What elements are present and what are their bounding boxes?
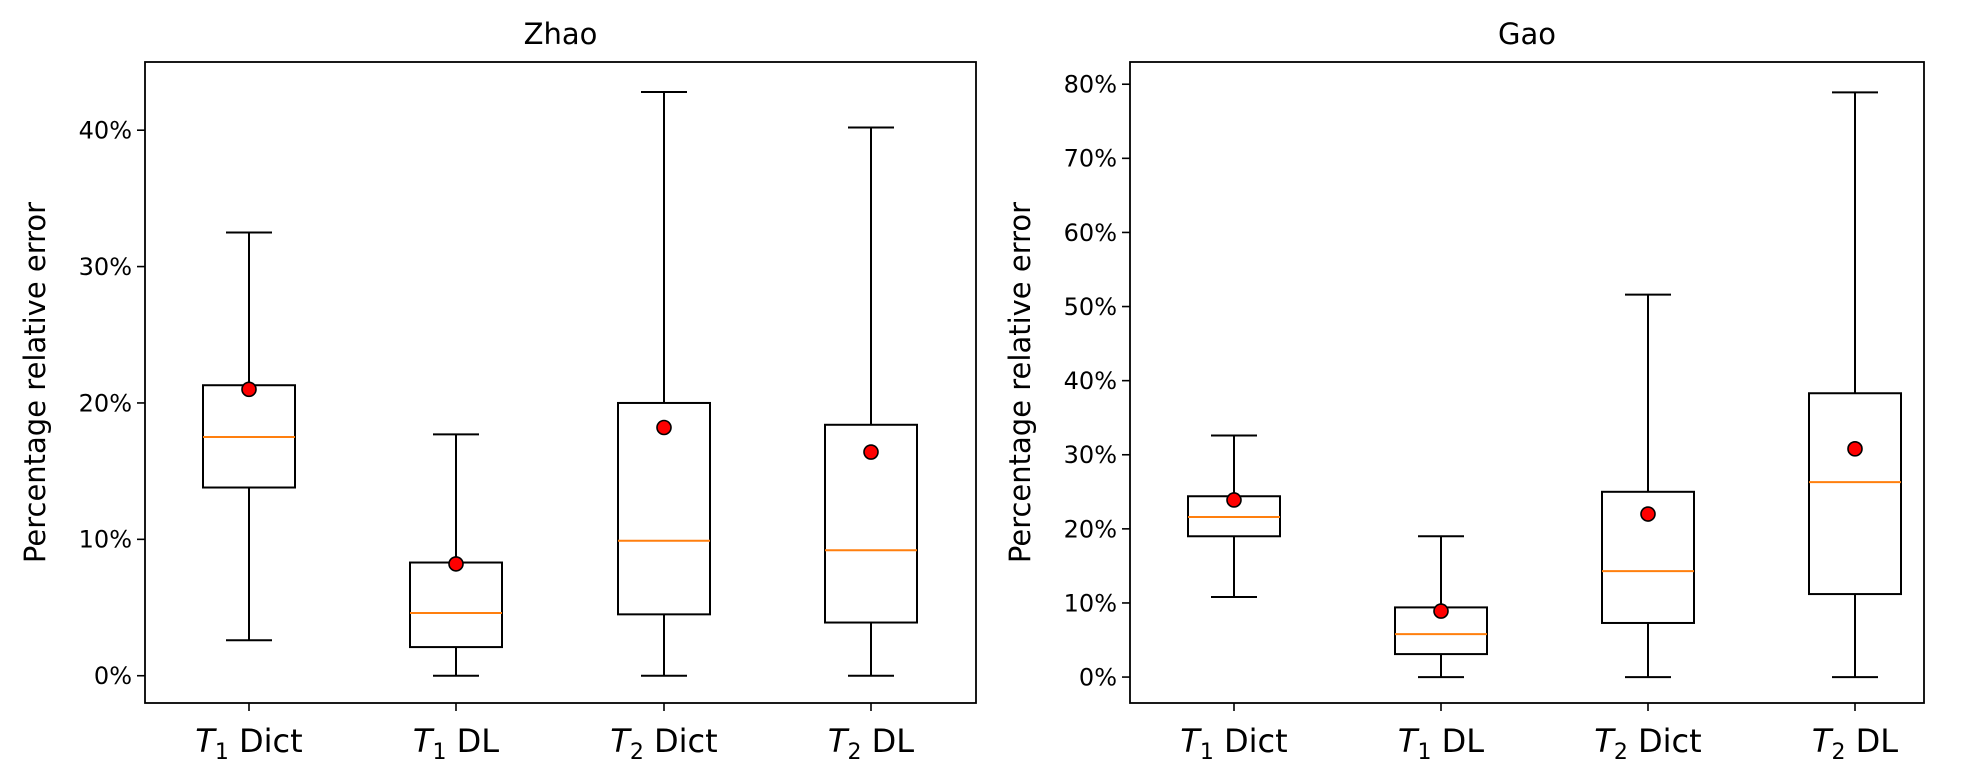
mean-marker <box>863 444 879 460</box>
mean-marker <box>656 419 672 436</box>
x-tick-label: T2 Dict <box>1594 722 1701 765</box>
box-4 <box>824 126 918 677</box>
box-3 <box>1601 293 1695 679</box>
y-tick-label: 80% <box>1064 71 1117 99</box>
y-tick-label: 40% <box>79 117 132 145</box>
y-axis-label: Percentage relative error <box>1003 202 1037 563</box>
y-tick-label: 40% <box>1064 367 1117 395</box>
y-tick-label: 30% <box>79 253 132 281</box>
x-tick-label: T1 DL <box>1398 722 1484 765</box>
mean-marker <box>448 556 464 572</box>
y-tick-label: 50% <box>1064 293 1117 321</box>
mean-marker <box>1433 603 1449 619</box>
box-1 <box>1187 434 1281 599</box>
box-iqr <box>1808 392 1902 596</box>
y-tick-label: 0% <box>94 662 132 690</box>
box-4 <box>1808 91 1902 679</box>
x-tick-label: T1 DL <box>413 722 499 765</box>
y-axis-label: Percentage relative error <box>18 202 52 563</box>
box-1 <box>202 231 296 642</box>
chart-title: Gao <box>1498 17 1556 51</box>
panel-gao: Gao Percentage relative error 0% 10% 20% 30% 4… <box>1003 17 1925 765</box>
mean-marker <box>1226 492 1242 508</box>
mean-marker <box>1640 506 1656 522</box>
mean-marker <box>1847 441 1863 457</box>
box-2 <box>1394 535 1488 679</box>
y-tick-label: 10% <box>1064 589 1117 617</box>
box-3 <box>617 91 711 677</box>
y-tick-label: 10% <box>79 526 132 554</box>
y-tick-label: 20% <box>79 389 132 417</box>
box-iqr <box>824 423 918 624</box>
y-tick-label: 70% <box>1064 145 1117 173</box>
y-tick-label: 20% <box>1064 515 1117 543</box>
x-tick-label: T2 DL <box>828 722 914 765</box>
chart-title: Zhao <box>524 17 598 51</box>
x-tick-label: T2 Dict <box>610 722 717 765</box>
box-iqr <box>1601 490 1695 624</box>
y-tick-label: 30% <box>1064 441 1117 469</box>
x-tick-label: T1 Dict <box>195 722 302 765</box>
box-iqr <box>409 561 503 649</box>
y-tick-label: 0% <box>1079 663 1117 691</box>
plot-area-frame <box>144 61 977 704</box>
x-tick-label: T1 Dict <box>1180 722 1287 765</box>
box-2 <box>409 433 503 677</box>
y-tick-label: 60% <box>1064 219 1117 247</box>
panel-zhao: Zhao Percentage relative error 0% 10% 20% 30%… <box>18 17 977 765</box>
x-tick-label: T2 DL <box>1812 722 1898 765</box>
box-iqr <box>617 401 711 616</box>
mean-marker <box>241 381 257 398</box>
plot-area-frame <box>1129 61 1925 704</box>
